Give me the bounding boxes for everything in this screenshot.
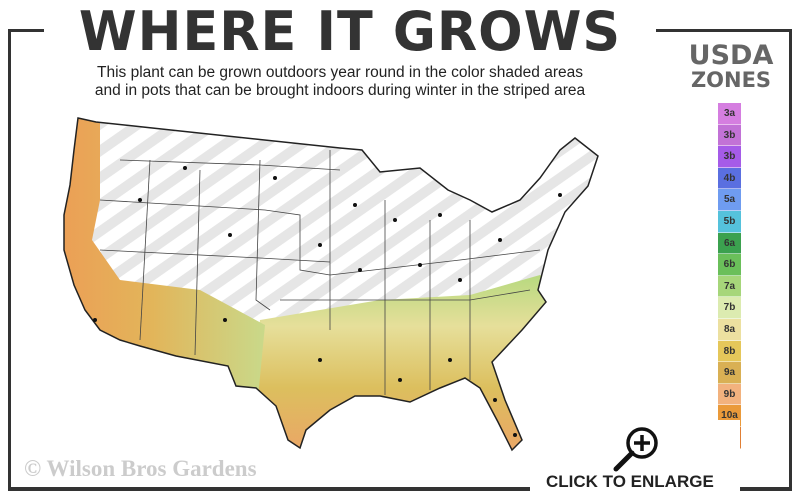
legend-zone-5a: 5a	[718, 189, 741, 211]
subtitle: This plant can be grown outdoors year ro…	[40, 64, 640, 100]
magnifier-plus-icon	[613, 427, 658, 472]
legend-title-line-2: ZONES	[690, 68, 772, 92]
legend-zone-5b: 5b	[718, 210, 741, 233]
city-dots	[93, 166, 562, 437]
copyright-watermark: © Wilson Bros Gardens	[24, 456, 257, 481]
legend-zone-3a: 3a	[718, 103, 741, 125]
frame-top-right	[656, 29, 792, 32]
legend-zone-8b: 8b	[718, 340, 741, 363]
subtitle-line-1: This plant can be grown outdoors year ro…	[97, 64, 583, 81]
legend-zone-9a: 9a	[718, 362, 741, 384]
subtitle-line-2: and in pots that can be brought indoors …	[94, 82, 586, 99]
enlarge-label: CLICK TO ENLARGE	[546, 472, 714, 491]
frame-bottom	[8, 487, 792, 491]
page-title: WHERE IT GROWS	[78, 0, 622, 63]
usda-zone-map[interactable]	[0, 0, 680, 500]
frame-left	[8, 29, 11, 490]
legend-title-line-1: USDA	[688, 40, 774, 71]
legend-zone-9b: 9b	[718, 383, 741, 406]
legend-zone-4b: 4b	[718, 167, 741, 190]
legend-zone-6a: 6a	[718, 232, 741, 255]
legend-title: USDA ZONES	[676, 40, 786, 92]
state-borders	[99, 150, 541, 395]
legend-zone-3b: 3b	[718, 124, 741, 147]
legend-zone-3b: 3b	[718, 146, 741, 168]
legend-zone-7a: 7a	[718, 275, 741, 298]
zone-legend: 3a3b3b4b5a5b6a6b7a7b8a8b9a9b10a10b	[718, 103, 741, 449]
legend-zone-8a: 8a	[718, 318, 741, 341]
click-to-enlarge-button[interactable]: CLICK TO ENLARGE	[530, 420, 740, 495]
legend-zone-6b: 6b	[718, 254, 741, 276]
legend-zone-7b: 7b	[718, 297, 741, 319]
frame-top-left	[8, 29, 44, 32]
frame-right	[789, 29, 792, 490]
